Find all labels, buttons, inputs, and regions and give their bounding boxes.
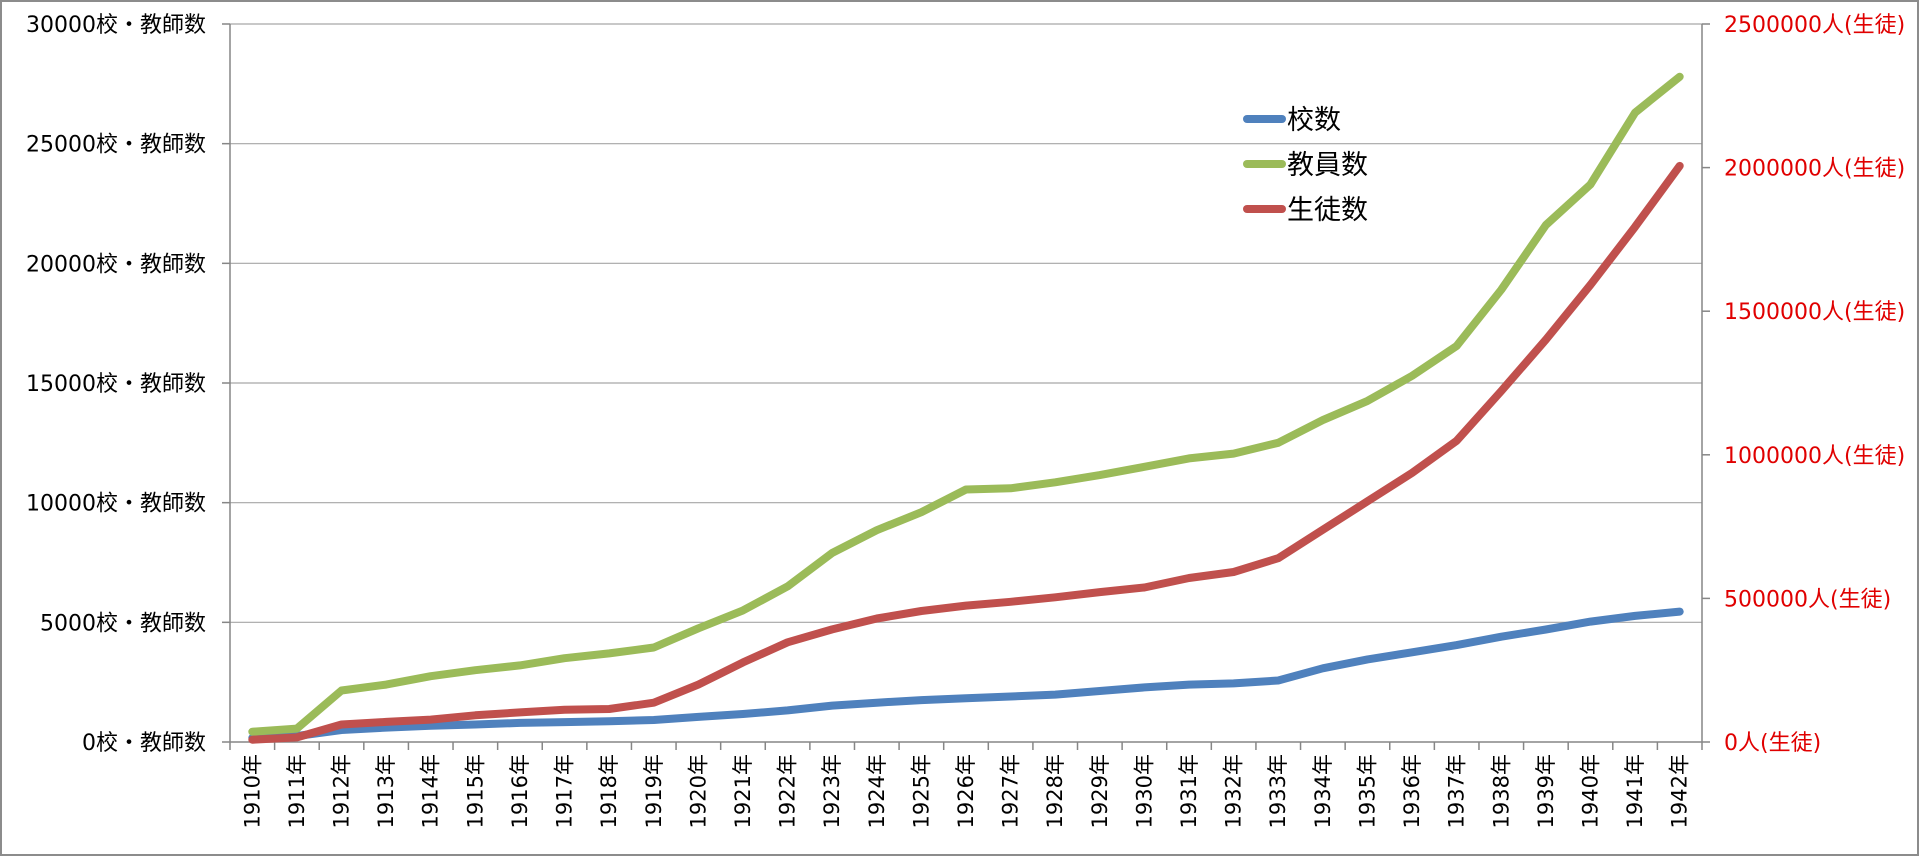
legend-label: 生徒数 — [1287, 195, 1368, 226]
left-tick-label: 15000校・教師数 — [26, 372, 206, 397]
series — [248, 72, 1684, 744]
x-tick-label: 1912年 — [330, 754, 354, 828]
x-tick-label: 1923年 — [820, 754, 844, 828]
right-tick-label: 2500000人(生徒) — [1724, 13, 1905, 38]
legend-label: 校数 — [1287, 105, 1341, 136]
right-tick-label: 500000人(生徒) — [1724, 587, 1891, 612]
x-tick-label: 1918年 — [597, 754, 621, 828]
x-tick-label: 1941年 — [1623, 754, 1647, 828]
x-tick-label: 1913年 — [374, 754, 398, 828]
series-line — [248, 161, 1684, 744]
x-tick-label: 1937年 — [1445, 754, 1469, 828]
left-tick-label: 30000校・教師数 — [26, 13, 206, 38]
x-tick-label: 1936年 — [1400, 754, 1424, 828]
x-tick-label: 1927年 — [999, 754, 1023, 828]
left-tick-label: 10000校・教師数 — [26, 492, 206, 517]
legend-label: 教員数 — [1287, 150, 1368, 181]
x-tick-label: 1940年 — [1578, 754, 1602, 828]
x-tick-label: 1933年 — [1266, 754, 1290, 828]
left-axis-ticks: 0校・教師数 5000校・教師数 10000校・教師数 15000校・教師数 20000… — [26, 13, 230, 756]
series-line — [248, 72, 1684, 736]
x-tick-label: 1928年 — [1043, 754, 1067, 828]
x-tick-label: 1917年 — [553, 754, 577, 828]
x-tick-label: 1921年 — [731, 754, 755, 828]
left-tick-label: 0校・教師数 — [82, 731, 206, 756]
x-tick-label: 1939年 — [1534, 754, 1558, 828]
x-tick-label: 1922年 — [776, 754, 800, 828]
x-tick-label: 1934年 — [1311, 754, 1335, 828]
right-tick-label: 2000000人(生徒) — [1724, 157, 1905, 182]
gridlines — [230, 23, 1702, 623]
x-tick-label: 1932年 — [1222, 754, 1246, 828]
right-tick-label: 1000000人(生徒) — [1724, 444, 1905, 469]
x-tick-label: 1911年 — [285, 754, 309, 828]
left-tick-label: 25000校・教師数 — [26, 133, 206, 158]
x-tick-label: 1929年 — [1088, 754, 1112, 828]
right-tick-label: 1500000人(生徒) — [1724, 300, 1905, 325]
left-tick-label: 5000校・教師数 — [40, 611, 206, 636]
x-tick-label: 1938年 — [1489, 754, 1513, 828]
left-tick-label: 20000校・教師数 — [26, 252, 206, 277]
x-tick-label: 1926年 — [954, 754, 978, 828]
x-tick-label: 1915年 — [463, 754, 487, 828]
right-axis-ticks: 0人(生徒) 500000人(生徒) 1000000人(生徒) 1500000人(生徒… — [1702, 13, 1905, 756]
x-tick-label: 1916年 — [508, 754, 532, 828]
x-tick-label: 1930年 — [1132, 754, 1156, 828]
x-tick-label: 1942年 — [1668, 754, 1692, 828]
series-line — [248, 607, 1684, 742]
right-tick-label: 0人(生徒) — [1724, 731, 1821, 756]
x-tick-label: 1925年 — [909, 754, 933, 828]
x-tick-label: 1920年 — [686, 754, 710, 828]
x-tick-label: 1919年 — [642, 754, 666, 828]
x-axis-ticks: 1910年 1911年 1912年 1913年 1914年 1915年 1916年 1917年… — [229, 742, 1703, 828]
x-tick-label: 1931年 — [1177, 754, 1201, 828]
x-tick-label: 1935年 — [1355, 754, 1379, 828]
x-tick-label: 1914年 — [419, 754, 443, 828]
x-tick-label: 1924年 — [865, 754, 889, 828]
x-tick-label: 1910年 — [240, 754, 264, 828]
